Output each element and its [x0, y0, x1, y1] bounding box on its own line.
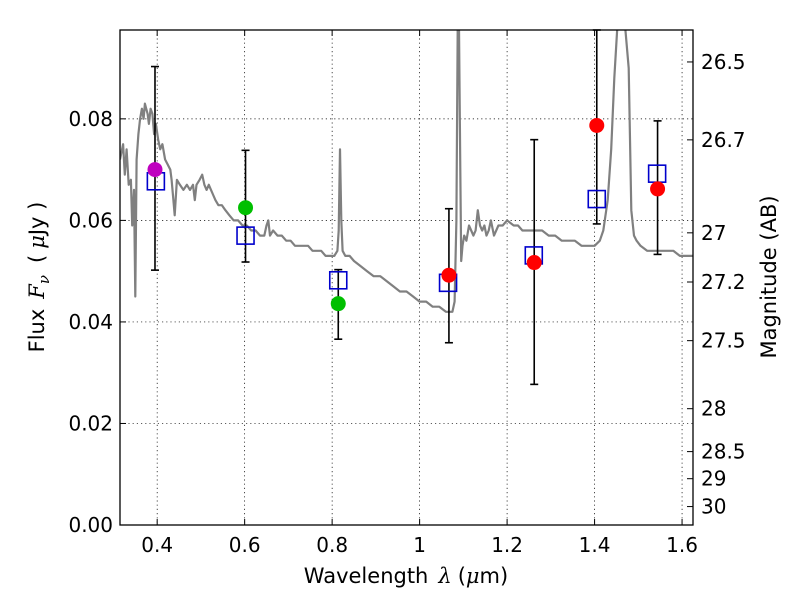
magnitude-tick-label: 28: [701, 397, 726, 421]
x-tick-label: 1: [413, 533, 426, 557]
model-spectrum-line: [120, 30, 693, 313]
magnitude-tick-label: 30: [701, 495, 726, 519]
y-tick-label: 0.08: [68, 107, 113, 131]
plot-frame: [119, 29, 694, 526]
x-axis-label: Wavelength λ (μm): [304, 564, 508, 588]
x-tick-label: 0.4: [141, 533, 173, 557]
x-tick-label: 1.4: [579, 533, 611, 557]
model-photometry-square: [328, 270, 348, 290]
magnitude-tick-label: 29: [701, 467, 726, 491]
x-tick-label: 0.8: [316, 533, 348, 557]
observed-point: [589, 117, 605, 133]
x-tick-label: 1.2: [491, 533, 523, 557]
observed-point: [330, 296, 346, 312]
y-axis-label: FluxFν(μJy ): [25, 202, 53, 353]
y-tick-label: 0.02: [68, 411, 113, 435]
magnitude-tick-label: 27: [701, 221, 726, 245]
x-tick-label: 1.6: [666, 533, 698, 557]
observed-point: [238, 200, 254, 216]
right-axis-label: Magnitude (AB): [757, 195, 781, 358]
magnitude-tick-label: 28.5: [701, 440, 746, 464]
grid: [120, 30, 693, 526]
y-tick-label: 0.00: [68, 513, 113, 537]
y-tick-label: 0.06: [68, 208, 113, 232]
magnitude-tick-label: 27.5: [701, 329, 746, 353]
plot-area: [120, 29, 693, 386]
observed-point: [147, 162, 163, 178]
magnitude-tick-label: 26.7: [701, 128, 746, 152]
x-tick-label: 0.6: [229, 533, 261, 557]
axis-ticks: 0.4 0.6 0.8 1 1.2 1.4 1.6 0.00 0.02 0.04 0.06 0.08 2…: [68, 30, 746, 557]
magnitude-tick-label: 27.2: [701, 270, 746, 294]
model-photometry-square: [236, 226, 255, 245]
y-tick-label: 0.04: [68, 310, 113, 334]
observed-point: [650, 181, 666, 197]
observed-point: [441, 267, 457, 283]
observed-point: [526, 255, 542, 271]
magnitude-tick-label: 26.5: [701, 50, 746, 74]
model-photometry-square: [587, 189, 607, 209]
